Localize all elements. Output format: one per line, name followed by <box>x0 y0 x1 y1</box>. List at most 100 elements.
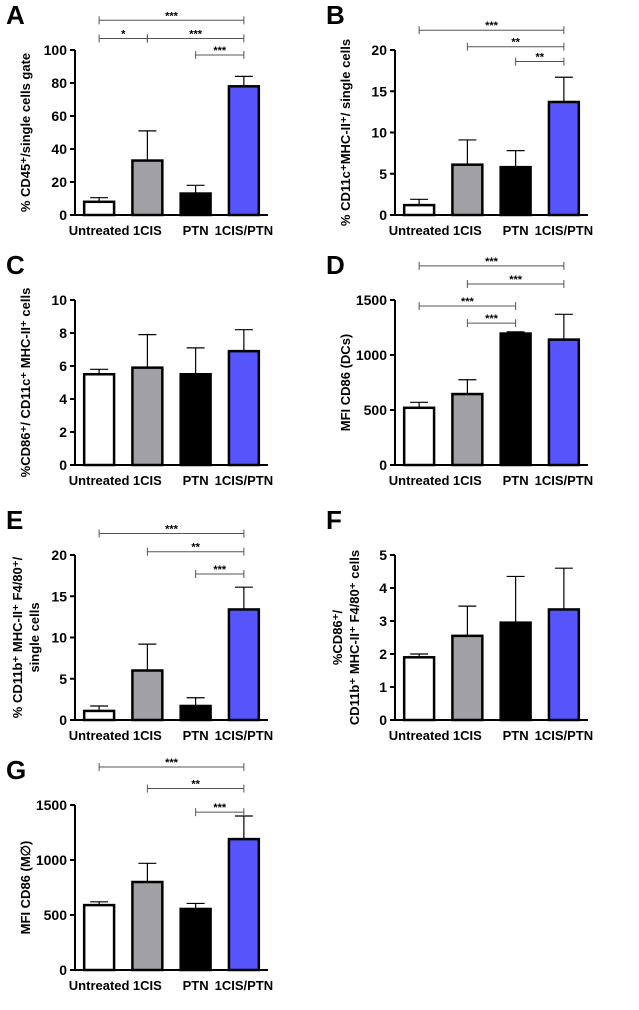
significance-label: *** <box>461 296 475 308</box>
significance-label: ** <box>191 542 200 554</box>
bar-1cis-ptn <box>547 100 581 217</box>
bar-chart: 0 1 2 3 4 5 %CD86⁺/CD11b⁺ MHC-II⁺ F4/80⁺ cells… <box>330 547 594 743</box>
significance-label: *** <box>213 45 227 57</box>
panel-letter: A <box>6 0 25 30</box>
significance-label: *** <box>165 10 179 22</box>
y-tick-label: 40 <box>51 141 67 157</box>
y-axis-label: %CD86⁺/ <box>330 609 345 665</box>
significance-label: ** <box>535 52 544 64</box>
x-tick-label: 1CIS <box>133 473 162 488</box>
y-tick-label: 1000 <box>356 347 387 363</box>
x-tick-label: 1CIS <box>453 728 482 743</box>
chart-panel-g: G 0 500 1000 1500 MFI CD86 (M∅) Untreated 1CIS P… <box>0 755 320 1005</box>
chart-panel-a: A 0 20 40 60 80 100 % CD45⁺/single cells gate Un… <box>0 0 320 250</box>
x-tick-label: PTN <box>183 728 209 743</box>
y-tick-label: 0 <box>379 207 387 223</box>
significance-label: *** <box>485 256 499 268</box>
bar-untreated <box>402 656 436 722</box>
bar-chart: 0 20 40 60 80 100 % CD45⁺/single cells gate Unt… <box>18 10 274 238</box>
y-axis-label: MFI CD86 (DCs) <box>338 334 353 432</box>
x-tick-label: PTN <box>503 223 529 238</box>
significance-label: *** <box>189 28 203 40</box>
bar-1cis-ptn <box>227 608 261 722</box>
bar-1cis-ptn <box>227 85 261 217</box>
y-axis-label: MFI CD86 (M∅) <box>18 841 33 935</box>
significance-label: ** <box>511 37 520 49</box>
x-tick-label: Untreated <box>389 728 450 743</box>
y-tick-label: 6 <box>59 358 67 374</box>
x-tick-label: Untreated <box>389 473 450 488</box>
y-tick-label: 0 <box>59 712 67 728</box>
y-tick-label: 2 <box>379 646 387 662</box>
y-tick-label: 5 <box>379 547 387 563</box>
bar-ptn <box>179 704 212 722</box>
bar-1cis-ptn <box>227 837 261 972</box>
y-tick-label: 4 <box>379 580 387 596</box>
chart-panel-c: C 0 2 4 6 8 10 %CD86⁺/ CD11c⁺ MHC-II⁺ cells Untr… <box>0 250 320 500</box>
y-tick-label: 0 <box>59 207 67 223</box>
panel-letter: B <box>326 0 345 30</box>
y-tick-label: 20 <box>51 174 67 190</box>
bar-1cis-ptn <box>227 349 261 467</box>
x-tick-label: 1CIS <box>133 978 162 993</box>
x-tick-label: 1CIS <box>453 223 482 238</box>
panel-letter: C <box>6 250 25 280</box>
x-tick-label: 1CIS/PTN <box>215 223 274 238</box>
y-tick-label: 0 <box>379 457 387 473</box>
y-tick-label: 15 <box>51 588 67 604</box>
y-tick-label: 500 <box>44 907 68 923</box>
x-tick-label: 1CIS/PTN <box>535 728 594 743</box>
bar-chart: 0 500 1000 1500 MFI CD86 (DCs) Untreated 1CIS P… <box>338 256 593 488</box>
x-tick-label: 1CIS <box>133 728 162 743</box>
y-axis-label: %CD86⁺/ CD11c⁺ MHC-II⁺ cells <box>18 288 33 478</box>
y-tick-label: 60 <box>51 108 67 124</box>
y-tick-label: 20 <box>51 547 67 563</box>
x-tick-label: 1CIS <box>453 473 482 488</box>
bar-untreated <box>82 709 116 722</box>
y-tick-label: 1500 <box>36 797 67 813</box>
y-axis-label: % CD11b⁺ MHC-II⁺ F4/80⁺/ <box>10 556 25 718</box>
y-tick-label: 10 <box>51 630 67 646</box>
chart-panel-e: E 0 5 10 15 20 % CD11b⁺ MHC-II⁺ F4/80⁺/single … <box>0 505 320 755</box>
bar-1cis <box>451 634 484 722</box>
y-tick-label: 0 <box>59 962 67 978</box>
bar-untreated <box>82 373 116 467</box>
bar-1cis <box>131 669 164 722</box>
significance-label: ** <box>191 779 200 791</box>
y-tick-label: 100 <box>44 42 68 58</box>
bar-1cis <box>131 366 164 467</box>
x-tick-label: Untreated <box>69 978 130 993</box>
x-tick-label: Untreated <box>69 728 130 743</box>
x-tick-label: 1CIS/PTN <box>215 728 274 743</box>
significance-label: *** <box>485 20 499 32</box>
bar-chart: 0 500 1000 1500 MFI CD86 (M∅) Untreated 1CIS PT… <box>18 757 273 993</box>
y-axis-label: CD11b⁺ MHC-II⁺ F4/80⁺ cells <box>347 550 362 725</box>
chart-panel-d: D 0 500 1000 1500 MFI CD86 (DCs) Untreated 1CIS… <box>320 250 639 500</box>
significance-label: *** <box>509 274 523 286</box>
y-tick-label: 0 <box>59 457 67 473</box>
bar-chart: 0 2 4 6 8 10 %CD86⁺/ CD11c⁺ MHC-II⁺ cells Untre… <box>18 288 273 488</box>
x-tick-label: Untreated <box>69 223 130 238</box>
bar-untreated <box>82 903 116 972</box>
y-tick-label: 10 <box>371 125 387 141</box>
x-tick-label: PTN <box>503 728 529 743</box>
x-tick-label: PTN <box>183 223 209 238</box>
x-tick-label: Untreated <box>389 223 450 238</box>
bar-1cis <box>131 880 164 972</box>
bar-1cis <box>451 392 484 467</box>
y-axis-label: % CD45⁺/single cells gate <box>18 53 33 212</box>
panel-letter: D <box>326 250 345 280</box>
x-tick-label: PTN <box>183 473 209 488</box>
y-tick-label: 0 <box>379 712 387 728</box>
significance-label: *** <box>213 564 227 576</box>
y-tick-label: 8 <box>59 325 67 341</box>
y-tick-label: 5 <box>379 166 387 182</box>
bar-ptn <box>499 332 532 467</box>
x-tick-label: 1CIS <box>133 223 162 238</box>
bar-untreated <box>82 200 116 217</box>
x-tick-label: PTN <box>183 978 209 993</box>
y-tick-label: 3 <box>379 613 387 629</box>
x-tick-label: 1CIS/PTN <box>535 223 594 238</box>
bar-untreated <box>402 406 436 467</box>
panel-letter: F <box>326 505 342 535</box>
